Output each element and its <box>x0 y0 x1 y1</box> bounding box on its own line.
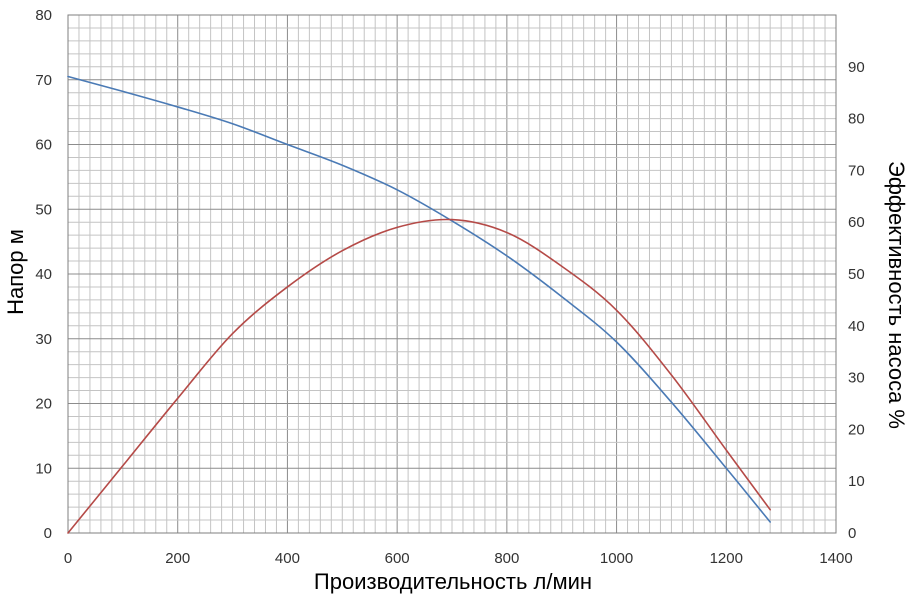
y-left-tick-label: 10 <box>35 460 52 477</box>
x-tick-label: 1400 <box>819 550 852 567</box>
head-curve <box>67 75 771 523</box>
y-left-tick-label: 50 <box>35 201 52 218</box>
y-right-tick-label: 10 <box>848 473 865 490</box>
y-left-tick-label: 20 <box>35 396 52 413</box>
y-right-tick-labels: 0 10 20 30 40 50 60 70 80 90 <box>848 59 865 542</box>
y-left-tick-label: 30 <box>35 331 52 348</box>
y-right-tick-label: 80 <box>848 111 865 128</box>
y-right-tick-label: 90 <box>848 59 865 76</box>
y-right-tick-label: 30 <box>848 370 865 387</box>
y-left-tick-label: 0 <box>44 525 52 542</box>
x-tick-label: 800 <box>494 550 519 567</box>
series-layer <box>67 75 771 534</box>
x-axis-title: Производительность л/мин <box>314 569 592 594</box>
y-right-tick-label: 60 <box>848 214 865 231</box>
y-left-tick-label: 70 <box>35 72 52 89</box>
x-tick-label: 200 <box>165 550 190 567</box>
x-tick-label: 1200 <box>710 550 743 567</box>
y-right-axis-title: Эффективность насоса % <box>884 161 909 429</box>
x-tick-label: 400 <box>275 550 300 567</box>
y-right-tick-label: 70 <box>848 162 865 179</box>
grid <box>67 14 837 534</box>
y-right-tick-label: 50 <box>848 266 865 283</box>
x-tick-label: 0 <box>64 550 72 567</box>
plot-frame <box>67 14 837 534</box>
y-left-axis-title: Напор м <box>3 229 28 315</box>
y-left-tick-label: 80 <box>35 7 52 24</box>
y-left-tick-labels: 0 10 20 30 40 50 60 70 80 <box>35 7 52 542</box>
y-left-tick-label: 40 <box>35 266 52 283</box>
y-right-tick-label: 0 <box>848 525 856 542</box>
y-left-tick-label: 60 <box>35 137 52 154</box>
x-tick-label: 1000 <box>600 550 633 567</box>
x-tick-label: 600 <box>385 550 410 567</box>
y-right-tick-label: 20 <box>848 421 865 438</box>
y-right-tick-label: 40 <box>848 318 865 335</box>
x-tick-labels: 0 200 400 600 800 1000 1200 1400 <box>64 550 853 567</box>
efficiency-curve <box>67 218 771 534</box>
